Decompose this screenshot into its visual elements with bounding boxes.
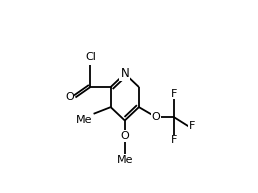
- Text: O: O: [152, 112, 160, 122]
- Text: F: F: [189, 121, 195, 131]
- Text: O: O: [65, 92, 74, 102]
- Text: N: N: [120, 67, 129, 80]
- Text: F: F: [171, 135, 177, 145]
- Text: Cl: Cl: [86, 52, 96, 62]
- Text: F: F: [171, 89, 177, 99]
- Text: Me: Me: [76, 115, 92, 124]
- Text: O: O: [120, 131, 129, 141]
- Text: Me: Me: [117, 155, 133, 165]
